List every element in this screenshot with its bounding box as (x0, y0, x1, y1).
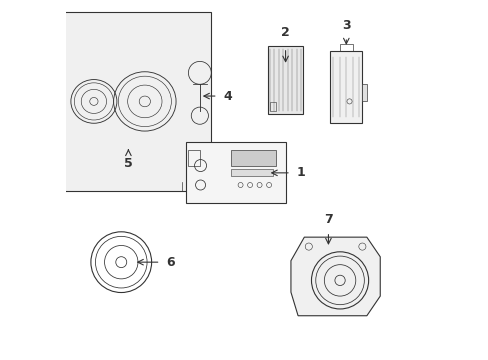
Bar (230, 150, 275, 166)
Polygon shape (290, 237, 380, 316)
Bar (185, 143, 285, 203)
Text: 4: 4 (223, 90, 231, 103)
Bar (230, 168, 272, 176)
Bar (187, 150, 199, 166)
Text: 5: 5 (124, 157, 133, 170)
Bar (269, 102, 275, 111)
Text: 1: 1 (296, 166, 305, 179)
Bar (329, 51, 362, 123)
Text: 6: 6 (165, 256, 174, 269)
Bar (362, 84, 366, 102)
Bar (46, 12, 210, 191)
Text: 7: 7 (324, 213, 332, 226)
Bar (267, 46, 303, 114)
Text: 3: 3 (341, 19, 350, 32)
Bar (339, 44, 352, 51)
Text: 2: 2 (281, 26, 289, 39)
